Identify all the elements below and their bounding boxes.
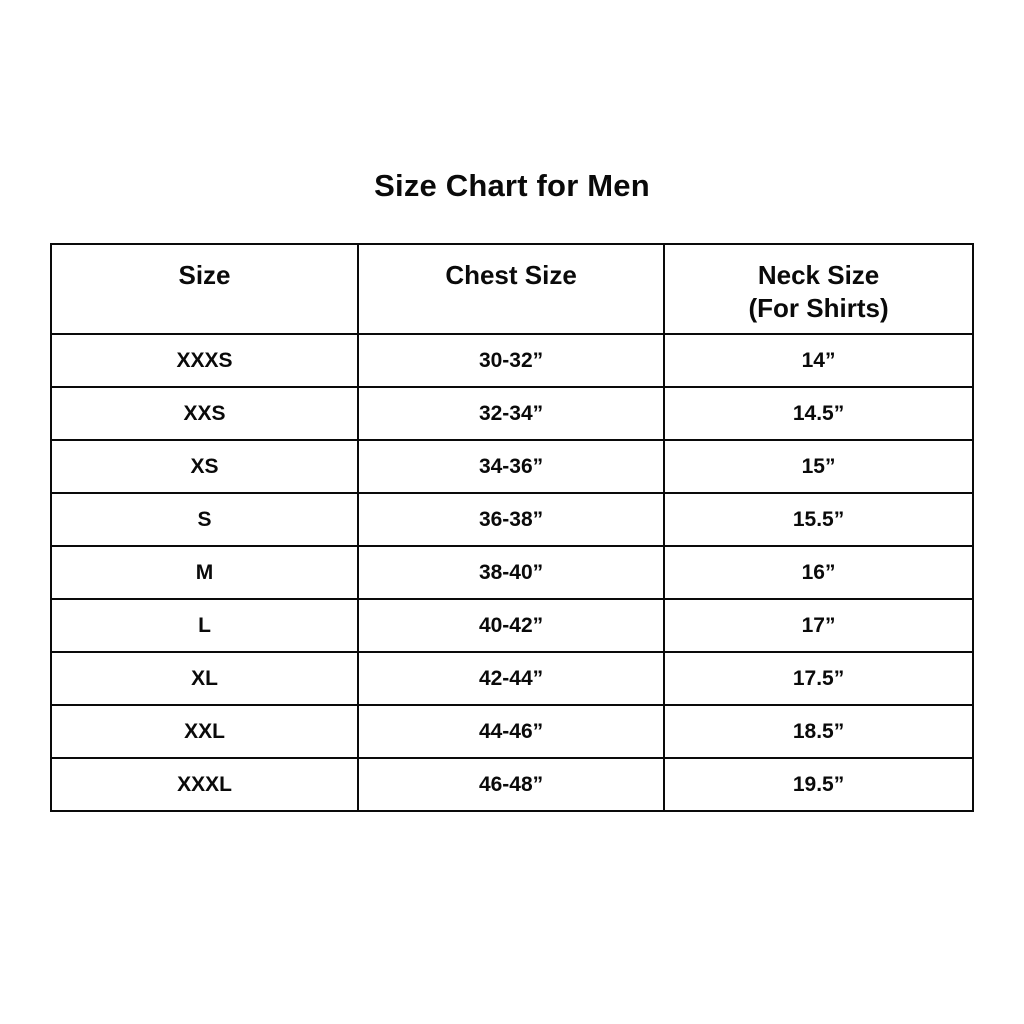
cell-neck: 14.5” xyxy=(663,386,974,441)
cell-neck: 17.5” xyxy=(663,651,974,706)
table-row: M 38-40” 16” xyxy=(49,545,974,600)
header-neck-size-line2: (For Shirts) xyxy=(748,292,889,323)
cell-neck: 15” xyxy=(663,439,974,494)
cell-size: XXL xyxy=(49,704,360,759)
table-row: XS 34-36” 15” xyxy=(49,439,974,494)
table-row: XL 42-44” 17.5” xyxy=(49,651,974,706)
cell-chest: 32-34” xyxy=(357,386,666,441)
table-row: L 40-42” 17” xyxy=(49,598,974,653)
table-row: XXXL 46-48” 19.5” xyxy=(49,757,974,812)
table-row: XXS 32-34” 14.5” xyxy=(49,386,974,441)
cell-size: M xyxy=(49,545,360,600)
cell-chest: 46-48” xyxy=(357,757,666,812)
cell-size: XXXS xyxy=(49,333,360,388)
table-row: S 36-38” 15.5” xyxy=(49,492,974,547)
cell-size: L xyxy=(49,598,360,653)
cell-neck: 17” xyxy=(663,598,974,653)
table-body: XXXS 30-32” 14” XXS 32-34” 14.5” XS 34-3… xyxy=(49,333,974,812)
header-neck-size-line1: Neck Size xyxy=(757,260,880,290)
cell-size: XS xyxy=(49,439,360,494)
header-neck-size: Neck Size (For Shirts) xyxy=(663,243,974,335)
header-size: Size xyxy=(49,243,360,335)
cell-size: XXXL xyxy=(49,757,360,812)
cell-chest: 44-46” xyxy=(357,704,666,759)
table-header: Size Chest Size Neck Size (For Shirts) xyxy=(49,243,974,335)
cell-neck: 16” xyxy=(663,545,974,600)
page-title: Size Chart for Men xyxy=(374,168,650,203)
table-row: XXL 44-46” 18.5” xyxy=(49,704,974,759)
cell-size: XL xyxy=(49,651,360,706)
cell-neck: 15.5” xyxy=(663,492,974,547)
cell-chest: 34-36” xyxy=(357,439,666,494)
cell-size: XXS xyxy=(49,386,360,441)
cell-neck: 14” xyxy=(663,333,974,388)
cell-chest: 38-40” xyxy=(357,545,666,600)
cell-neck: 19.5” xyxy=(663,757,974,812)
cell-chest: 36-38” xyxy=(357,492,666,547)
cell-neck: 18.5” xyxy=(663,704,974,759)
table-row: XXXS 30-32” 14” xyxy=(49,333,974,388)
cell-chest: 40-42” xyxy=(357,598,666,653)
header-row: Size Chest Size Neck Size (For Shirts) xyxy=(49,243,974,335)
cell-chest: 42-44” xyxy=(357,651,666,706)
size-chart-table: Size Chest Size Neck Size (For Shirts) X… xyxy=(49,243,974,812)
header-chest-size: Chest Size xyxy=(357,243,666,335)
cell-chest: 30-32” xyxy=(357,333,666,388)
cell-size: S xyxy=(49,492,360,547)
